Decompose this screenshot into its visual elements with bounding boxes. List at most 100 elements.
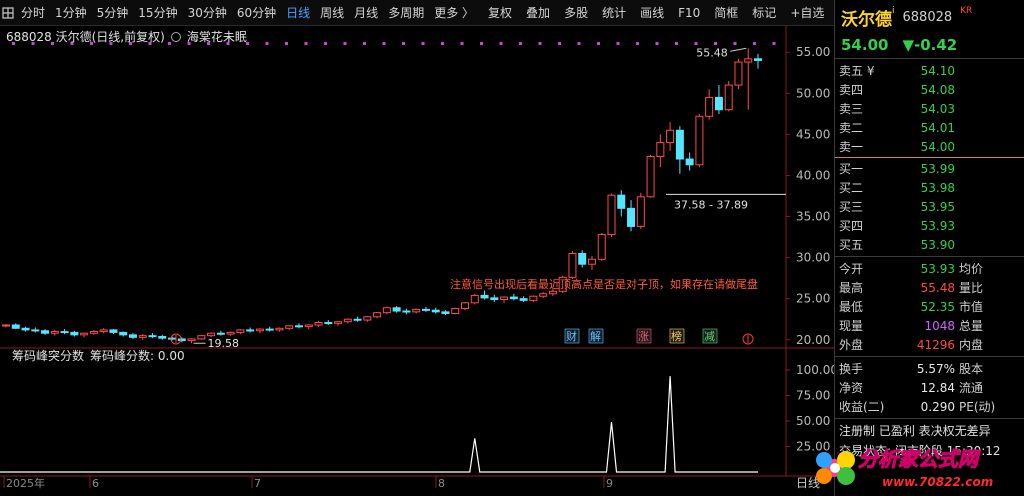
candle-body [246, 329, 255, 332]
period-tab[interactable]: 周线 [320, 5, 345, 20]
quote-row-value: 12.84 [920, 380, 955, 395]
candle-body [568, 253, 577, 278]
stock-tag: KR [960, 6, 973, 16]
signal-dot [753, 42, 756, 45]
quote-row-value: 53.95 [920, 199, 955, 214]
period-tab[interactable]: 15分钟 [138, 5, 178, 20]
quote-row: 卖五 ¥ 54.10 [835, 61, 1024, 80]
candle-body [60, 331, 69, 334]
signal-dot [324, 42, 327, 45]
period-tab[interactable]: 分时 [21, 5, 46, 20]
period-tab[interactable]: 月线 [354, 5, 379, 20]
indicator-name[interactable]: 筹码峰突分数 [12, 349, 85, 363]
signal-dot [31, 42, 35, 45]
quote-row-label: 今开 [839, 262, 864, 276]
candle-body [558, 276, 567, 292]
candle-body [41, 330, 50, 334]
toolbar-button[interactable]: 复权 [488, 5, 513, 20]
event-tag-box [702, 328, 718, 344]
signal-dot [148, 42, 152, 45]
signal-dot [12, 42, 15, 45]
candle-body [636, 196, 645, 227]
quote-row-label-2: 均价 [959, 262, 984, 276]
quote-row-value: 54.08 [920, 82, 955, 97]
toolbar-button[interactable]: F10 [678, 5, 701, 20]
candle-body [11, 324, 20, 329]
template-circle-icon [170, 31, 181, 42]
candle-body [421, 308, 430, 311]
signal-dot [285, 42, 288, 45]
quote-row-value: 53.93 [920, 261, 955, 276]
period-tab[interactable]: 1分钟 [55, 5, 87, 20]
quote-row-value: 55.48 [920, 280, 955, 295]
candle-body [714, 96, 723, 111]
price-tick-label: 50.00 [796, 86, 830, 100]
candle-body [548, 290, 557, 295]
quote-row-value: 53.99 [920, 161, 955, 176]
toolbar-button[interactable]: 简框 [714, 5, 739, 20]
candle-body [255, 328, 264, 332]
candle-body [490, 297, 499, 301]
candle-body [148, 335, 157, 338]
candle-body [363, 316, 372, 321]
quote-row-label: 最高 [839, 281, 864, 295]
chart-template-name[interactable]: 海棠花未眠 [186, 30, 247, 44]
divider [835, 356, 1024, 357]
candle-body [646, 156, 655, 198]
time-label: 2025年 [6, 476, 45, 490]
stats-block-2: 换手 5.57% 股本 净资 12.84 流通 收益(二) 0.290 PE(动) [835, 359, 1024, 416]
candle-body [80, 332, 89, 336]
site-logo: 分析家公式网 www.70822.com [816, 447, 993, 489]
buy-book: 买一 53.99 买二 53.98 买三 53.95 买四 53.93 买五 53.90 [835, 159, 1024, 254]
candle-body [461, 302, 470, 310]
quote-row-label: 外盘 [839, 338, 864, 352]
stats-block: 今开 53.93 均价 最高 55.48 量比 最低 52.35 市值 现量 1048 总量 外盘 412… [835, 259, 1024, 354]
toolbar-button[interactable]: 统计 [602, 5, 627, 20]
divider [835, 58, 1024, 59]
signal-dot [480, 42, 483, 45]
signal-dot [421, 42, 425, 45]
quote-row-label-2: 量比 [959, 281, 984, 295]
quote-row: 卖一 54.00 [835, 137, 1024, 156]
toolbar-button[interactable]: 标记 [752, 5, 777, 20]
candle-body [314, 322, 323, 326]
toolbar-button[interactable]: 多股 [564, 5, 589, 20]
quote-row-value: 53.90 [920, 237, 955, 252]
quote-row-value: 0.290 [920, 399, 955, 414]
toolbar-button[interactable]: 叠加 [526, 5, 551, 20]
indicator-value: 筹码峰分数: 0.00 [90, 349, 185, 363]
candle-body [666, 129, 675, 144]
quote-row-label: 卖二 [839, 121, 864, 135]
high-pointer [730, 47, 747, 52]
book-divider [835, 157, 1024, 158]
quote-panel: 沃尔德 i 688028 KR 54.00 ▼-0.42 卖五 ¥ 54.10 卖四… [834, 0, 1024, 496]
toolbar-button[interactable]: 画线 [640, 5, 665, 20]
candle-body [70, 331, 79, 336]
period-tab[interactable]: 60分钟 [236, 5, 277, 20]
candle-body [412, 308, 421, 313]
candle-body [754, 58, 762, 61]
candle-body [675, 129, 684, 160]
candle-body [334, 321, 343, 324]
layout-grid-icon[interactable] [2, 5, 14, 21]
candle-body [119, 331, 128, 336]
period-tab[interactable]: 5分钟 [96, 5, 129, 20]
period-label: 日线 [796, 476, 820, 490]
period-tab[interactable]: 30分钟 [187, 5, 227, 20]
quote-row: 换手 5.57% 股本 [835, 359, 1024, 378]
event-tag-box [564, 328, 580, 344]
signal-dot [558, 42, 561, 45]
period-tab[interactable]: 更多 〉 [434, 5, 475, 20]
period-tab[interactable]: 日线 [286, 5, 311, 20]
candle-body [431, 309, 440, 313]
quote-row-label-2: 内盘 [959, 338, 984, 352]
trade-status: 交易状态: 闭市阶段 15:30:12 [839, 444, 1001, 458]
candle-body [509, 296, 518, 300]
event-tag: 财 [566, 329, 577, 343]
time-label: 7 [254, 477, 261, 490]
dollar-marker-icon [742, 333, 754, 345]
period-tab[interactable]: 多周期 [388, 5, 425, 20]
quote-row: 买一 53.99 [835, 159, 1024, 178]
toolbar-button[interactable]: +自选 [790, 5, 825, 20]
signal-dot [90, 42, 93, 45]
